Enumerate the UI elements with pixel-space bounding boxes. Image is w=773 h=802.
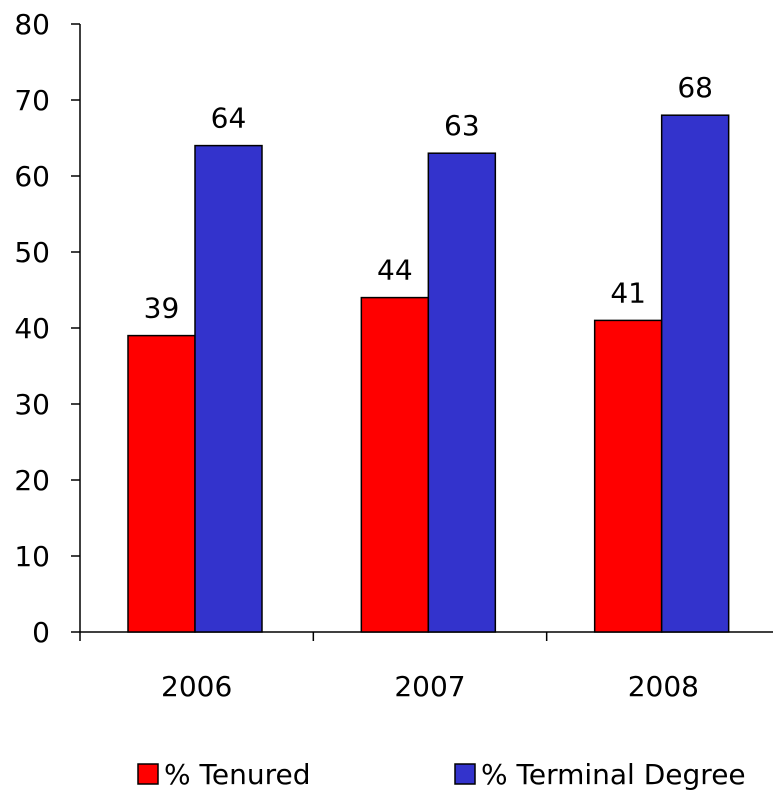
data-label: 39 [144, 292, 180, 325]
y-tick-label: 70 [14, 84, 50, 117]
data-label: 44 [377, 254, 413, 287]
bar-terminal-degree-2006 [194, 144, 263, 633]
y-tick-label: 80 [14, 8, 50, 41]
y-tick-label: 10 [14, 540, 50, 573]
data-label: 64 [211, 102, 247, 135]
y-tick-label: 30 [14, 388, 50, 421]
y-tick-label: 60 [14, 160, 50, 193]
data-label: 68 [677, 71, 713, 104]
x-tick-label: 2007 [394, 670, 465, 703]
bar-tenured-2007 [360, 296, 430, 633]
bars [127, 114, 730, 633]
bar-terminal-degree-2008 [660, 114, 730, 633]
legend-label-tenured: % Tenured [164, 758, 310, 791]
y-tick-label: 50 [14, 236, 50, 269]
data-label: 41 [610, 276, 646, 309]
y-tick-label: 20 [14, 464, 50, 497]
legend-swatch-tenured [137, 763, 159, 785]
data-labels: 39 64 44 63 41 68 [144, 71, 713, 324]
bar-tenured-2006 [127, 334, 196, 633]
bar-tenured-2008 [593, 319, 663, 633]
x-tick-label: 2008 [628, 670, 699, 703]
y-tick-label: 0 [32, 616, 50, 649]
axes: 0 10 20 30 40 50 60 70 80 2006 2007 2008 [14, 8, 773, 703]
data-label: 63 [444, 109, 480, 142]
x-tick-label: 2006 [161, 670, 232, 703]
legend: % Tenured % Terminal Degree [137, 758, 746, 791]
bar-terminal-degree-2007 [427, 152, 497, 633]
legend-swatch-terminal-degree [454, 763, 476, 785]
y-tick-label: 40 [14, 312, 50, 345]
legend-label-terminal-degree: % Terminal Degree [481, 758, 746, 791]
